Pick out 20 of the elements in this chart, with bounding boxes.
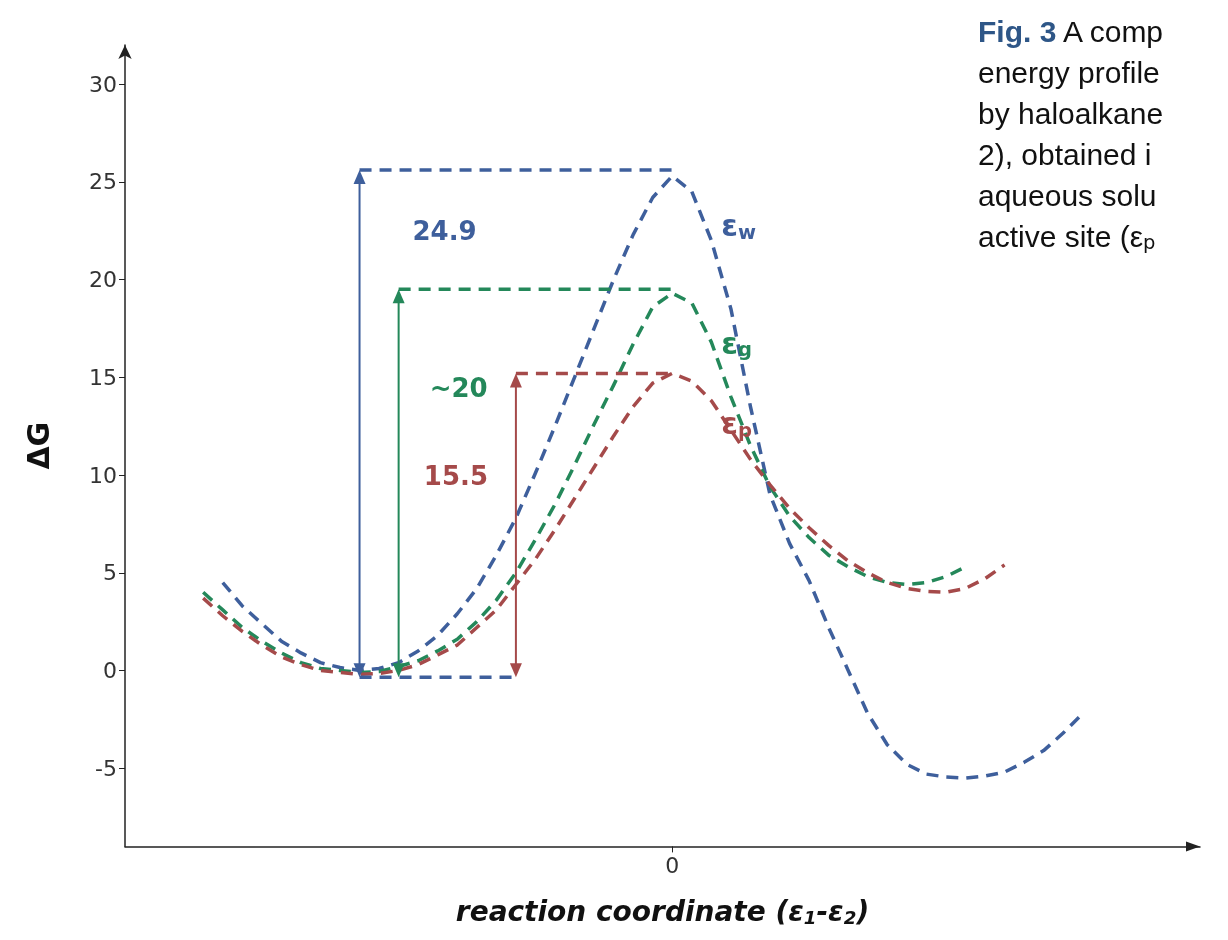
x-axis-title: reaction coordinate (ε1-ε2) bbox=[455, 895, 870, 929]
y-tick-label: 20 bbox=[89, 267, 117, 293]
annotation: aqueous solu bbox=[978, 178, 1157, 212]
y-tick-label: 30 bbox=[89, 71, 117, 97]
y-tick-label: -5 bbox=[95, 755, 117, 781]
y-tick-label: 0 bbox=[103, 657, 117, 683]
y-tick-label: 15 bbox=[89, 364, 117, 390]
series-label: εw bbox=[721, 208, 756, 245]
annotation: 2), obtained i bbox=[978, 137, 1152, 171]
annotation: 15.5 bbox=[423, 461, 488, 492]
annotation: 24.9 bbox=[412, 216, 477, 247]
y-axis-title: ΔG bbox=[20, 421, 56, 470]
annotation: Fig. 3 bbox=[978, 14, 1057, 48]
y-tick-label: 25 bbox=[89, 169, 117, 195]
annotation: ~20 bbox=[429, 373, 488, 404]
y-tick-label: 5 bbox=[103, 560, 117, 586]
annotation: by haloalkane bbox=[978, 96, 1164, 130]
annotation: energy profile bbox=[978, 55, 1160, 89]
y-tick-label: 10 bbox=[89, 462, 117, 488]
annotation: A comp bbox=[1056, 14, 1164, 48]
